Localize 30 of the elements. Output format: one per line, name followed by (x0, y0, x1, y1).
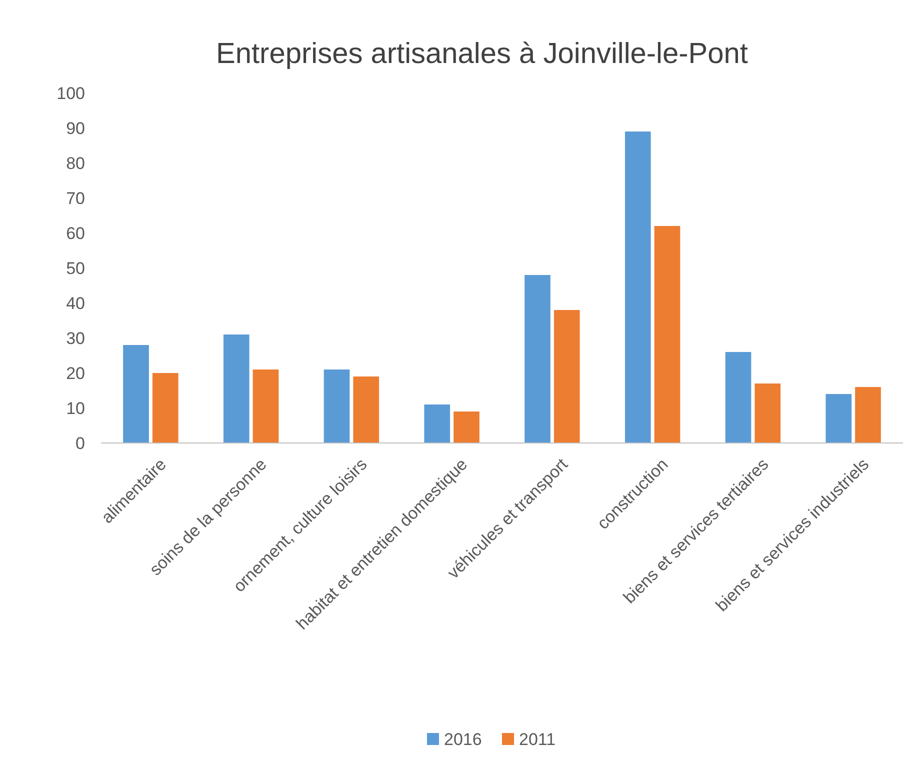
legend-label: 2016 (444, 730, 482, 749)
y-tick-label: 40 (66, 294, 85, 313)
bar (324, 370, 350, 443)
bar (654, 226, 680, 443)
y-tick-label: 50 (66, 258, 85, 278)
y-tick-label: 20 (66, 364, 85, 383)
bar (754, 384, 781, 443)
bar (123, 345, 149, 443)
bar (855, 387, 881, 443)
y-tick-label: 30 (66, 328, 85, 348)
y-tick-label: 60 (66, 224, 85, 243)
y-tick-label: 70 (66, 188, 85, 208)
chart-title: Entreprises artisanales à Joinville-le-Pont (216, 38, 748, 70)
bar (252, 370, 279, 443)
bar (454, 412, 480, 443)
y-tick-label: 10 (66, 398, 85, 418)
y-tick-label: 80 (66, 154, 85, 173)
bar (826, 394, 852, 443)
y-tick-label: 0 (76, 434, 85, 453)
bar (554, 310, 580, 443)
y-tick-label: 90 (66, 118, 85, 138)
bar (524, 275, 550, 443)
y-tick-label: 100 (56, 84, 85, 103)
legend-label: 2011 (519, 730, 556, 749)
bar (725, 352, 752, 443)
bar (353, 376, 380, 443)
bar (152, 373, 178, 443)
bar (223, 334, 250, 443)
bar (624, 132, 651, 443)
bar (424, 404, 450, 443)
